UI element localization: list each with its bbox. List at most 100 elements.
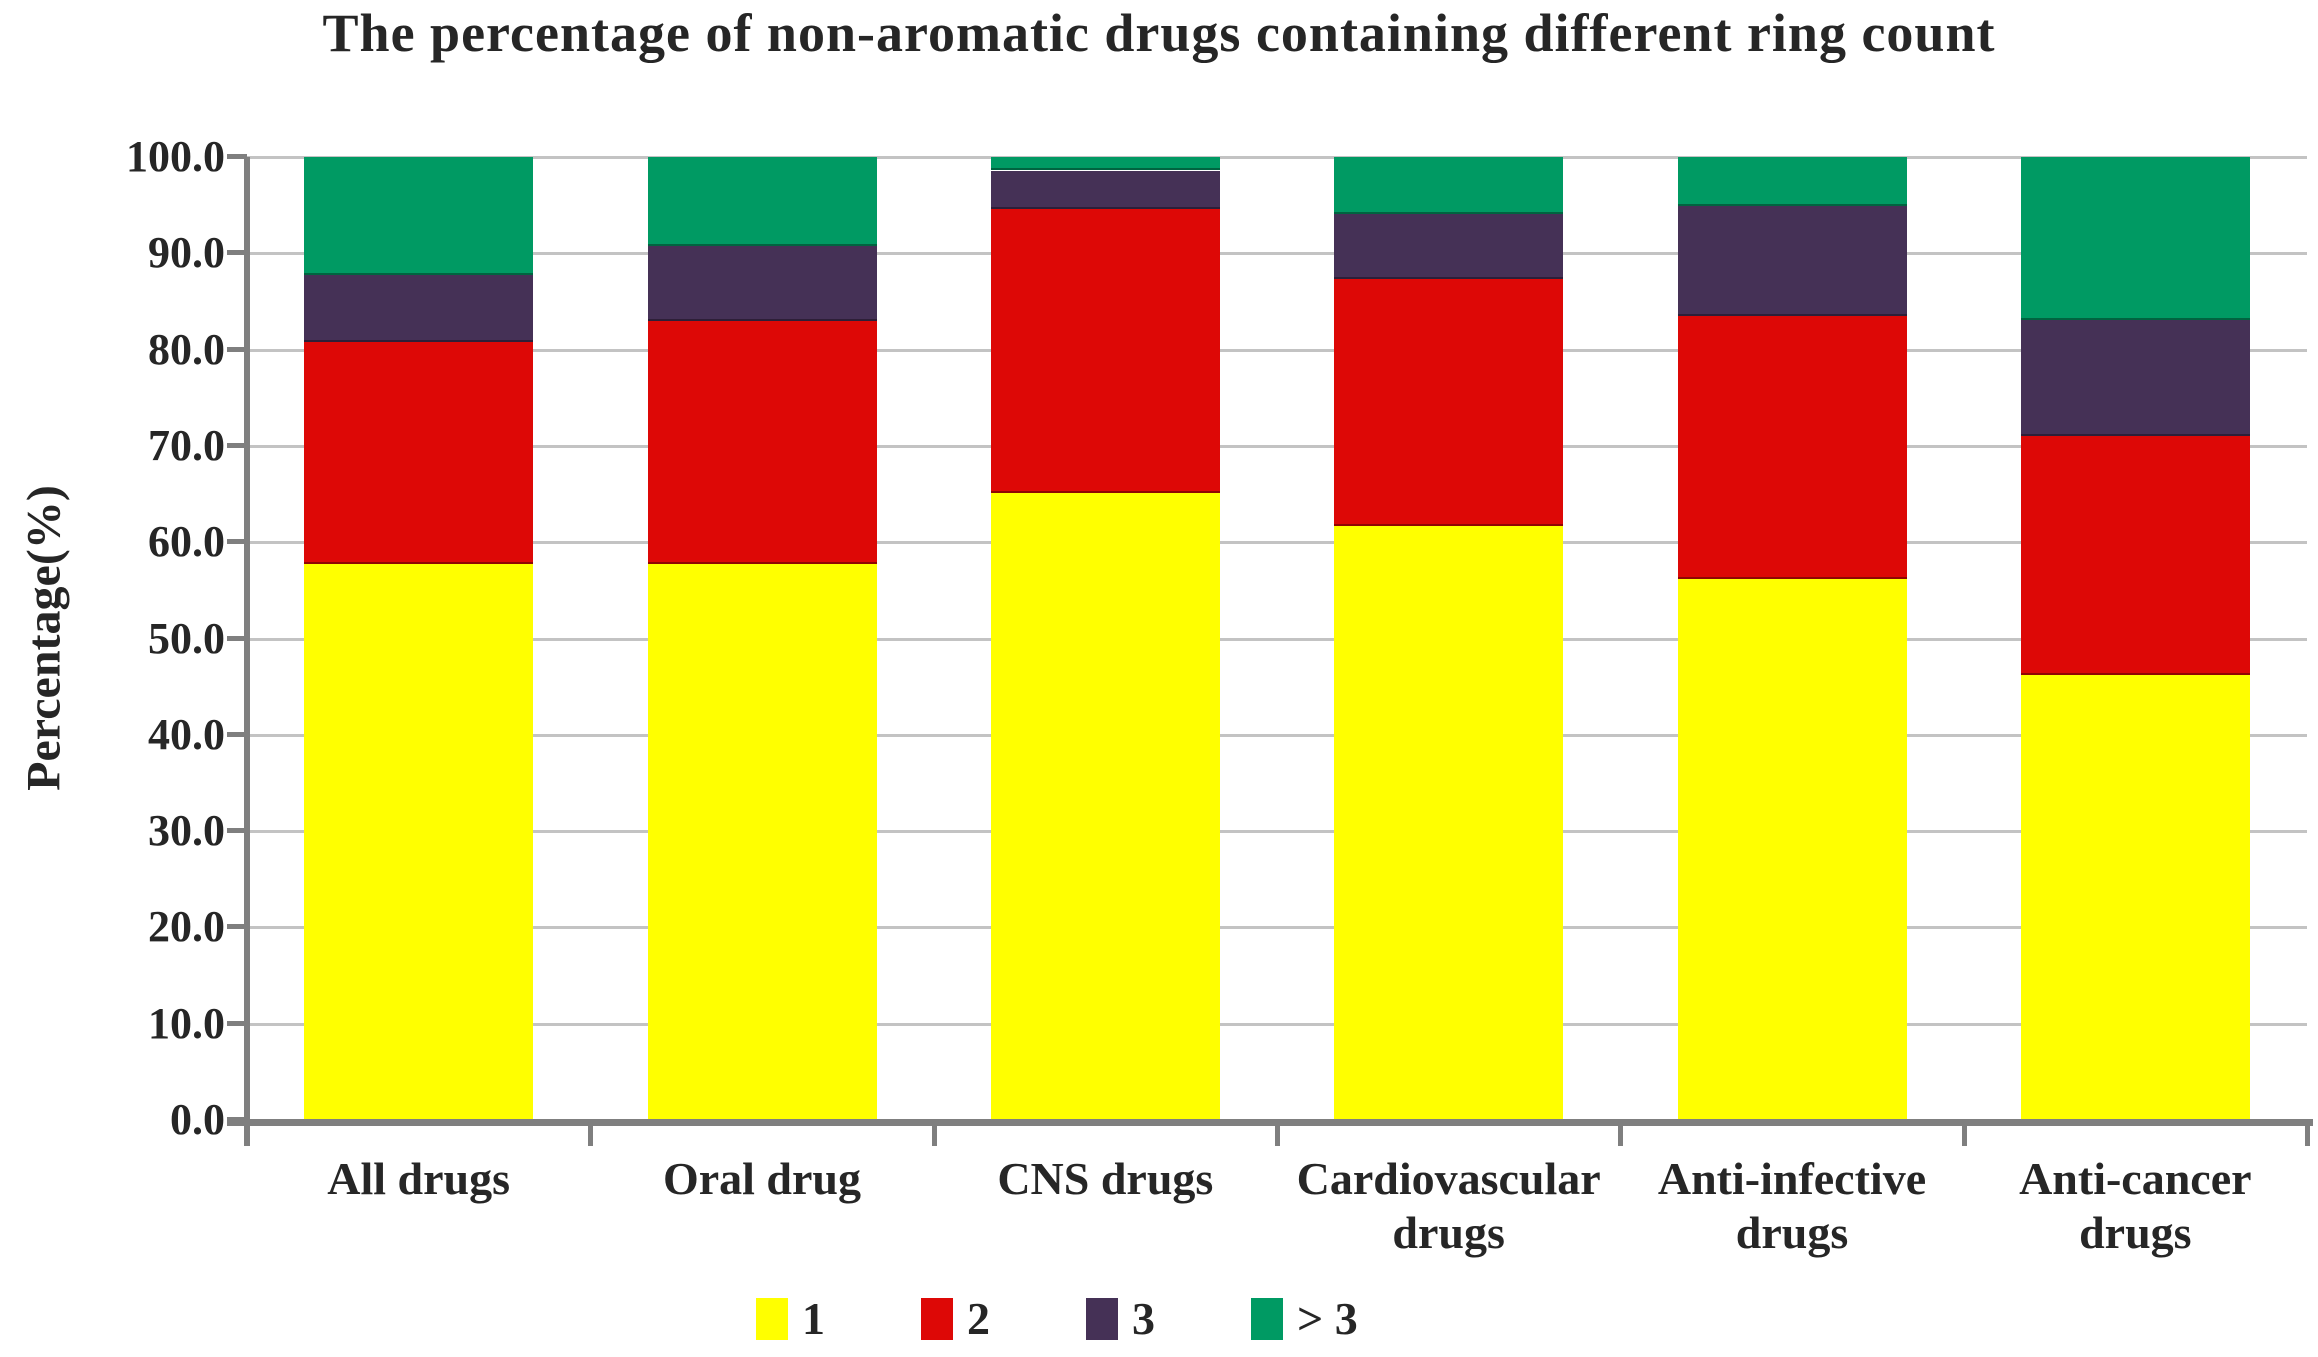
x-category-label: Oral drug bbox=[590, 1152, 933, 1206]
bar-column-5 bbox=[1677, 157, 1907, 1120]
gridline bbox=[247, 252, 2307, 256]
bar-segment bbox=[990, 209, 1220, 494]
y-tick-label: 10.0 bbox=[148, 998, 225, 1048]
x-category-label: Anti-cancer drugs bbox=[1964, 1152, 2307, 1261]
y-tick-mark bbox=[227, 731, 247, 737]
bar-column-2 bbox=[647, 157, 877, 1120]
y-axis-line bbox=[244, 157, 250, 1146]
x-category-label-line: drugs bbox=[1735, 1207, 1849, 1259]
legend-swatch bbox=[1251, 1298, 1283, 1340]
bar-segment bbox=[1334, 213, 1564, 280]
bar-segment bbox=[304, 341, 534, 565]
gridline bbox=[247, 348, 2307, 352]
bar-segment bbox=[304, 564, 534, 1120]
bar-segment bbox=[647, 157, 877, 246]
x-tick-mark bbox=[1961, 1120, 1967, 1146]
y-tick-label: 80.0 bbox=[148, 324, 225, 374]
bar-segment bbox=[2020, 157, 2250, 320]
bar-segment bbox=[990, 157, 1220, 171]
legend-label: 3 bbox=[1132, 1293, 1155, 1344]
y-tick-label: 0.0 bbox=[170, 1095, 225, 1144]
legend-item: > 3 bbox=[1251, 1296, 1358, 1342]
legend-item: 2 bbox=[921, 1296, 990, 1342]
bar-column-6 bbox=[2020, 157, 2250, 1120]
bar-segment bbox=[1334, 525, 1564, 1120]
gridline bbox=[247, 156, 2307, 159]
gridline bbox=[247, 1022, 2307, 1026]
bar-segment bbox=[647, 245, 877, 321]
bar-column-1 bbox=[304, 157, 534, 1120]
y-tick-label: 30.0 bbox=[148, 806, 225, 856]
x-category-label: All drugs bbox=[247, 1152, 590, 1206]
y-tick-mark bbox=[227, 442, 247, 448]
x-category-label-line: Oral drug bbox=[662, 1153, 862, 1204]
bar-segment bbox=[1677, 157, 1907, 207]
legend-item: 3 bbox=[1086, 1296, 1155, 1342]
legend-label: 1 bbox=[802, 1293, 825, 1344]
y-tick-mark bbox=[227, 346, 247, 352]
bar-segment bbox=[304, 157, 534, 276]
legend-item: 1 bbox=[756, 1296, 825, 1342]
y-tick-mark bbox=[227, 1020, 247, 1026]
y-tick-label: 20.0 bbox=[148, 902, 225, 952]
x-tick-mark bbox=[245, 1120, 250, 1146]
legend-swatch bbox=[1086, 1298, 1118, 1340]
x-category-label-line: CNS drugs bbox=[997, 1153, 1214, 1204]
gridline bbox=[247, 926, 2307, 930]
bar-column-4 bbox=[1334, 157, 1564, 1120]
legend-label: 2 bbox=[967, 1293, 990, 1344]
legend: 1 2 3 > 3 bbox=[756, 1296, 1358, 1342]
chart-title: The percentage of non-aromatic drugs con… bbox=[322, 3, 1996, 63]
x-category-label-line: Cardiovascular bbox=[1296, 1153, 1601, 1204]
y-tick-label: 60.0 bbox=[148, 517, 225, 567]
bar-segment bbox=[1677, 315, 1907, 579]
x-category-label-line: drugs bbox=[1392, 1207, 1505, 1259]
x-category-label: CNS drugs bbox=[934, 1152, 1277, 1206]
x-category-label-line: All drugs bbox=[327, 1153, 511, 1204]
y-tick-label: 90.0 bbox=[148, 228, 225, 278]
bar-segment bbox=[647, 564, 877, 1120]
x-category-label-line: Anti-infective bbox=[1657, 1153, 1927, 1204]
x-category-label-line: Anti-cancer bbox=[2019, 1153, 2252, 1204]
gridline bbox=[247, 637, 2307, 641]
x-category-label: Cardiovascular drugs bbox=[1277, 1152, 1620, 1261]
y-tick-mark bbox=[227, 828, 247, 834]
x-category-label: Anti-infective drugs bbox=[1620, 1152, 1963, 1261]
gridline bbox=[247, 541, 2307, 545]
gridline bbox=[247, 830, 2307, 834]
x-tick-mark bbox=[1275, 1120, 1280, 1146]
legend-swatch bbox=[921, 1298, 953, 1340]
legend-label: > 3 bbox=[1297, 1293, 1358, 1344]
y-tick-label: 40.0 bbox=[148, 709, 225, 759]
x-tick-mark bbox=[2305, 1120, 2310, 1146]
y-tick-label: 70.0 bbox=[148, 420, 225, 470]
x-axis-line bbox=[227, 1119, 2313, 1126]
y-tick-mark bbox=[227, 539, 247, 545]
legend-swatch bbox=[756, 1298, 788, 1340]
bar-segment bbox=[1334, 157, 1564, 214]
bar-segment bbox=[990, 493, 1220, 1120]
bar-segment bbox=[2020, 675, 2250, 1120]
bar-segment bbox=[2020, 319, 2250, 437]
bar-segment bbox=[1334, 279, 1564, 526]
x-tick-mark bbox=[931, 1120, 937, 1146]
bar-segment bbox=[1677, 578, 1907, 1120]
bar-column-3 bbox=[990, 157, 1220, 1120]
bar-segment bbox=[2020, 436, 2250, 676]
y-tick-label: 50.0 bbox=[148, 613, 225, 663]
y-tick-mark bbox=[227, 924, 247, 930]
y-tick-mark bbox=[227, 250, 247, 256]
gridline bbox=[247, 444, 2307, 448]
x-tick-mark bbox=[588, 1120, 594, 1146]
y-tick-label: 100.0 bbox=[126, 132, 225, 181]
bar-segment bbox=[1677, 206, 1907, 316]
gridline bbox=[247, 733, 2307, 737]
y-axis-title: Percentage(%) bbox=[17, 485, 71, 791]
x-tick-mark bbox=[1618, 1120, 1624, 1146]
bar-segment bbox=[304, 275, 534, 342]
y-tick-mark bbox=[227, 154, 247, 159]
bar-segment bbox=[990, 170, 1220, 210]
x-category-label-line: drugs bbox=[2079, 1207, 2192, 1259]
y-tick-mark bbox=[227, 635, 247, 641]
